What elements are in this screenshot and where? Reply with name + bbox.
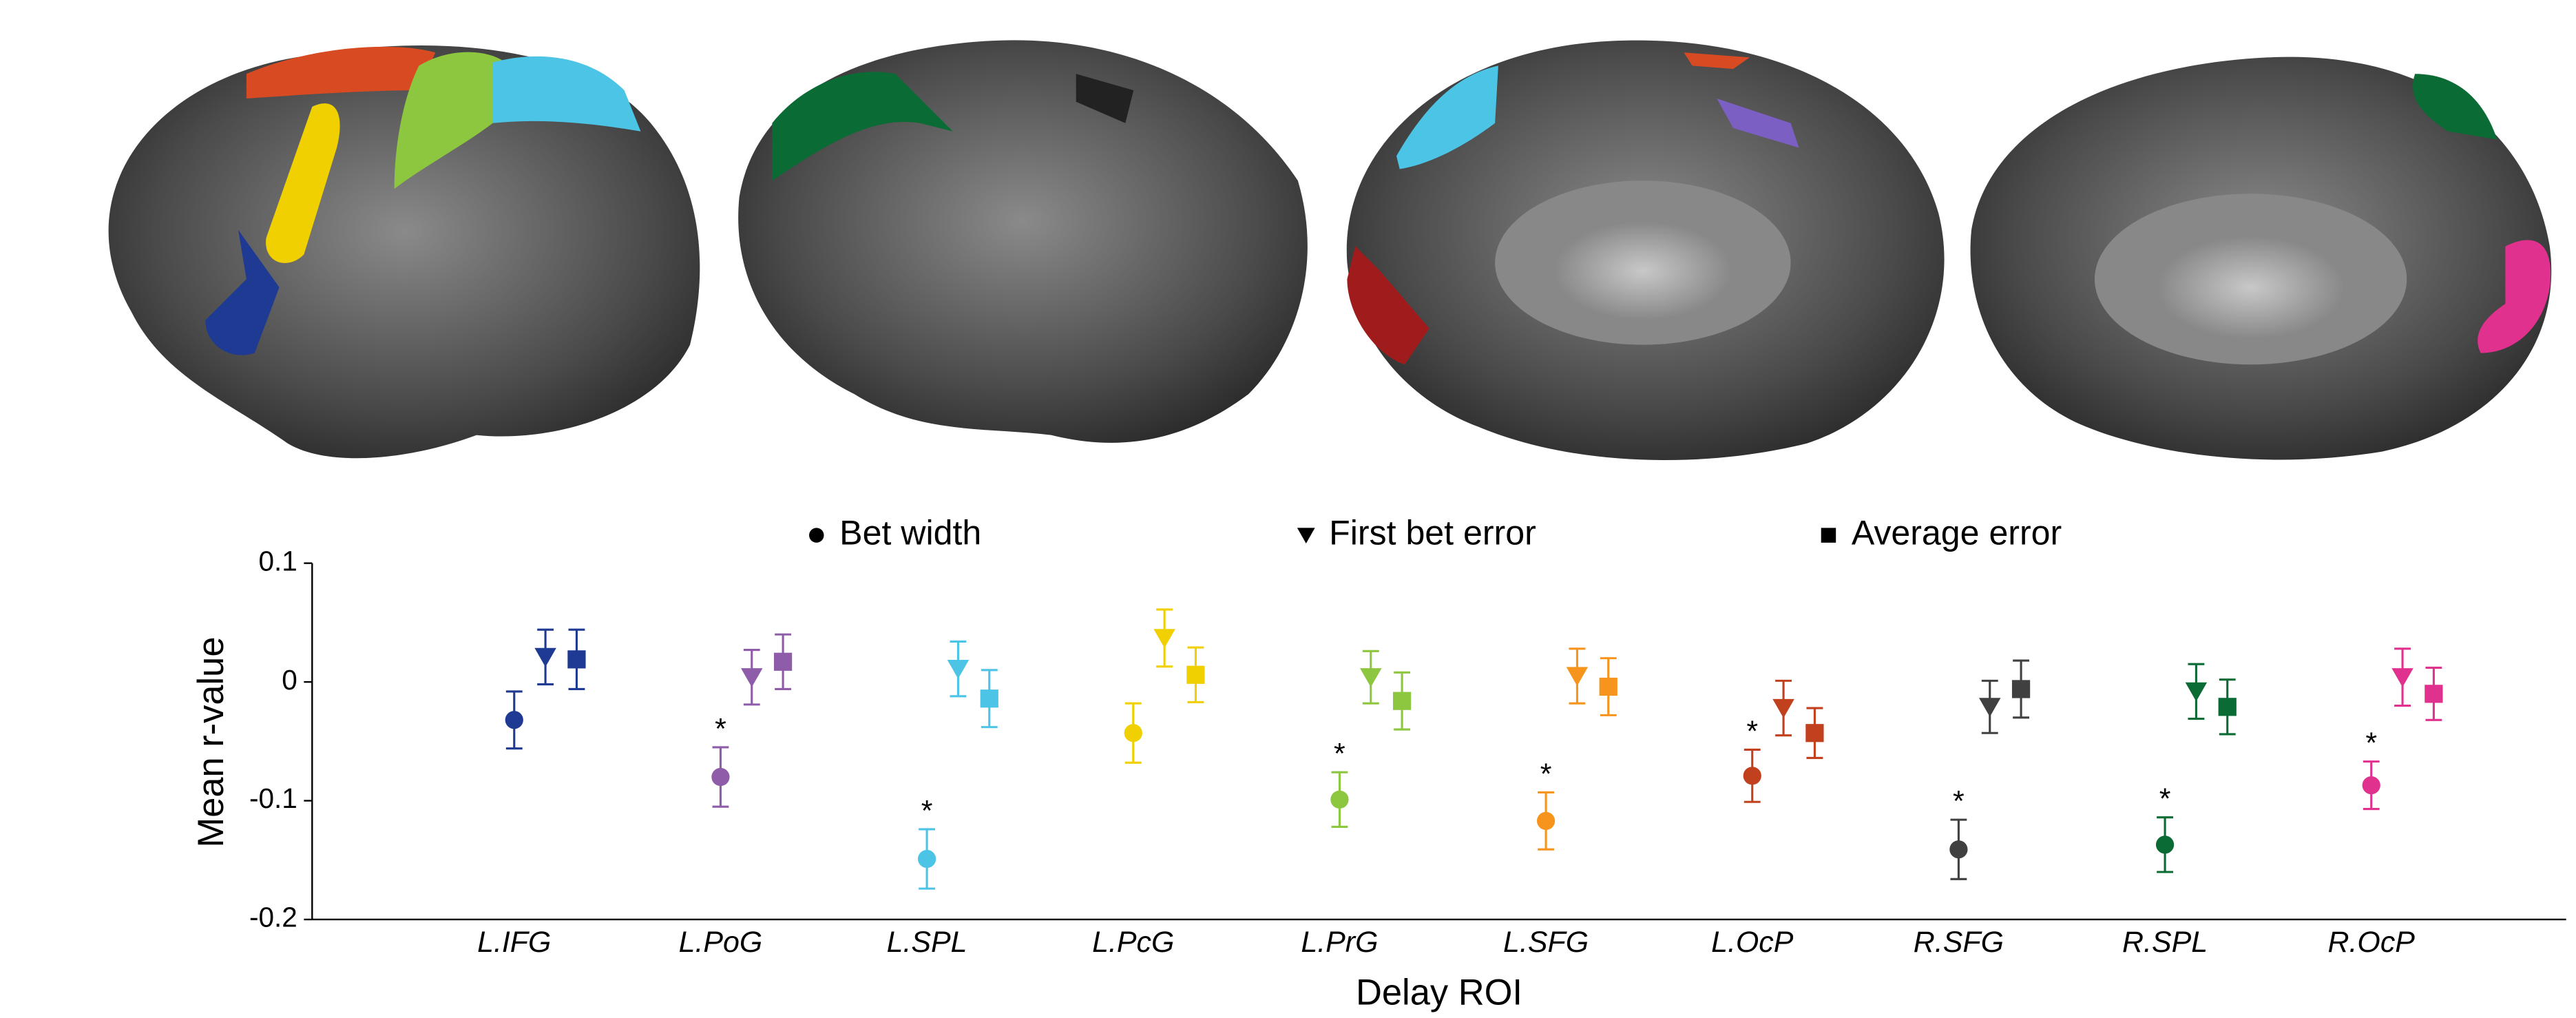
significance: * — [1953, 785, 1965, 818]
marker — [505, 711, 523, 729]
marker — [1566, 667, 1589, 686]
x-tick-label: L.PoG — [679, 926, 763, 959]
marker — [1805, 724, 1824, 742]
legend-label: Bet width — [839, 513, 981, 552]
significance: * — [2159, 782, 2171, 816]
marker — [1153, 629, 1175, 648]
roi — [205, 229, 280, 355]
significance: * — [1540, 758, 1552, 791]
roi — [394, 52, 510, 189]
marker — [2425, 685, 2443, 703]
brain-images — [108, 40, 2552, 461]
significance: * — [921, 794, 933, 827]
marker — [1949, 840, 1968, 859]
marker — [1392, 692, 1412, 710]
roi — [266, 103, 340, 263]
x-axis-label: Delay ROI — [1356, 973, 1522, 1012]
marker — [711, 767, 730, 787]
legend-label: First bet error — [1329, 513, 1536, 552]
marker — [1536, 811, 1556, 830]
marker — [917, 849, 936, 869]
marker — [1359, 668, 1382, 687]
marker — [2155, 835, 2175, 854]
medial-wall — [1495, 180, 1791, 345]
y-tick-label: 0 — [282, 664, 297, 696]
roi — [1076, 74, 1134, 123]
roi — [1396, 65, 1498, 169]
y-tick-label: -0.1 — [249, 782, 297, 814]
marker — [2011, 680, 2031, 698]
x-tick-label: L.IFG — [477, 926, 551, 959]
roi — [1717, 98, 1799, 148]
marker — [773, 652, 793, 671]
marker — [741, 668, 763, 687]
x-tick-label: L.PrG — [1301, 926, 1378, 959]
marker — [1599, 677, 1617, 696]
marker — [2362, 776, 2380, 795]
x-tick-label: L.SFG — [1503, 926, 1589, 959]
significance: * — [715, 712, 726, 745]
roi — [772, 72, 953, 181]
marker — [1330, 790, 1349, 809]
marker — [947, 660, 970, 679]
marker — [2218, 698, 2237, 716]
roi — [1684, 52, 1750, 70]
roi — [2478, 240, 2551, 353]
marker — [534, 647, 556, 667]
legend-marker — [809, 528, 824, 543]
x-tick-label: R.SFG — [1914, 926, 2004, 959]
legend-marker — [1297, 528, 1315, 543]
marker — [1772, 698, 1794, 718]
brain-left-lateral — [108, 45, 700, 459]
roi — [246, 46, 436, 99]
y-tick-label: 0.1 — [258, 545, 297, 576]
marker — [1186, 665, 1205, 684]
significance: * — [1746, 715, 1758, 748]
marker — [1124, 724, 1142, 742]
y-axis-label: Mean r-value — [191, 637, 231, 848]
chart: Mean r-value Delay ROI 0.1 0 -0.1 -0.2 L.IFG… — [191, 513, 2566, 1012]
marker — [980, 689, 998, 708]
marker — [2185, 682, 2208, 702]
x-tick-label: L.PcG — [1092, 926, 1174, 959]
significance: * — [2365, 727, 2377, 760]
x-tick-label: L.SPL — [887, 926, 967, 959]
y-tick-label: -0.2 — [249, 902, 297, 933]
roi — [1347, 246, 1430, 365]
significance: * — [1334, 738, 1345, 771]
marker — [567, 650, 586, 669]
legend-label: Average error — [1852, 513, 2062, 552]
marker — [1978, 698, 2001, 717]
x-tick-label: R.OcP — [2328, 926, 2416, 959]
marker — [1743, 767, 1761, 785]
roi — [492, 56, 641, 132]
x-tick-label: L.OcP — [1711, 926, 1794, 959]
legend-marker — [1821, 528, 1836, 543]
marker — [2391, 668, 2413, 687]
brain-right-lateral — [738, 40, 1308, 443]
roi — [2413, 74, 2498, 140]
medial-wall — [2094, 194, 2407, 365]
x-tick-label: R.SPL — [2122, 926, 2208, 959]
